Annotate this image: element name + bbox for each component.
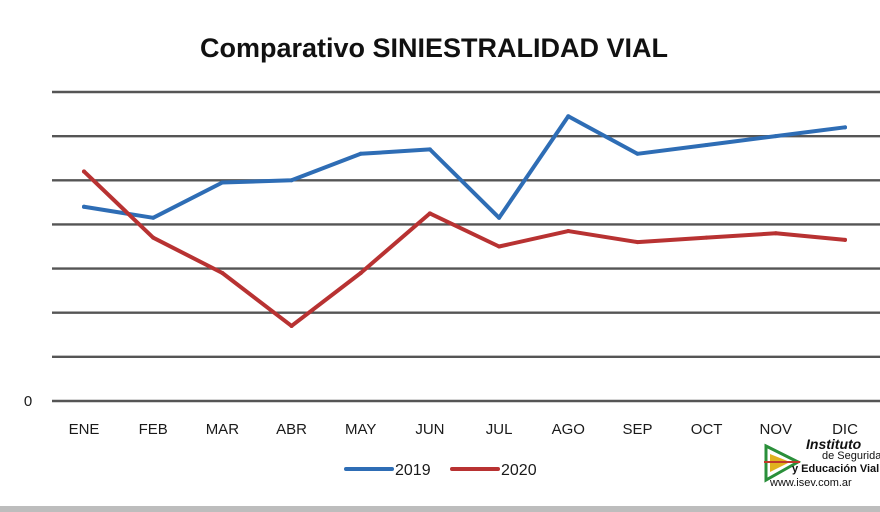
x-tick-label-dic: DIC — [832, 421, 858, 438]
series-line-2020 — [82, 169, 847, 328]
data-point-2020-feb — [151, 235, 156, 240]
isev-logo: Instituto de Seguridad y Educación Vial … — [762, 436, 880, 494]
data-point-2020-ene — [82, 169, 86, 174]
legend-label-2020: 2020 — [501, 462, 537, 479]
x-tick-label-nov: NOV — [760, 421, 793, 438]
logo-url: www.isev.com.ar — [770, 477, 852, 489]
logo-line-1: Instituto — [806, 436, 862, 452]
data-point-2020-oct — [704, 235, 709, 240]
x-tick-label-ago: AGO — [552, 421, 585, 438]
data-point-2020-may — [358, 270, 363, 275]
chart-title: Comparativo SINIESTRALIDAD VIAL — [200, 33, 668, 63]
x-tick-label-jul: JUL — [486, 421, 513, 438]
data-point-2020-sep — [635, 240, 640, 245]
bottom-border — [0, 506, 880, 512]
data-point-2020-jul — [497, 244, 502, 249]
data-point-2020-mar — [220, 270, 225, 275]
data-point-2019-nov — [773, 134, 778, 139]
data-point-2020-nov — [773, 231, 778, 236]
data-point-2019-sep — [635, 151, 640, 156]
x-tick-label-mar: MAR — [206, 421, 240, 438]
data-point-2019-oct — [704, 142, 709, 147]
data-point-2019-ene — [82, 204, 86, 209]
y-tick-label: 0 — [24, 393, 32, 410]
x-tick-label-abr: ABR — [276, 421, 307, 438]
data-point-2019-mar — [220, 180, 225, 185]
x-tick-label-may: MAY — [345, 421, 376, 438]
x-tick-label-ene: ENE — [69, 421, 100, 438]
legend-label-2019: 2019 — [395, 462, 431, 479]
data-point-2020-ago — [566, 229, 571, 234]
isev-emblem-icon — [764, 443, 802, 483]
logo-line-2: de Seguridad — [822, 450, 880, 462]
data-point-2020-jun — [427, 211, 432, 216]
x-tick-label-sep: SEP — [622, 421, 652, 438]
data-point-2019-ago — [566, 114, 571, 119]
data-point-2019-feb — [151, 215, 156, 220]
x-tick-label-feb: FEB — [139, 421, 168, 438]
data-point-2019-may — [358, 151, 363, 156]
data-point-2020-dic — [843, 237, 847, 242]
x-tick-label-jun: JUN — [415, 421, 444, 438]
series-line-2019 — [82, 114, 847, 220]
data-point-2019-abr — [289, 178, 294, 183]
data-point-2019-jul — [497, 215, 502, 220]
logo-line-3: y Educación Vial — [792, 463, 880, 475]
x-tick-label-oct: OCT — [691, 421, 723, 438]
data-point-2019-dic — [843, 125, 847, 130]
data-point-2019-jun — [427, 147, 432, 152]
data-point-2020-abr — [289, 323, 294, 328]
